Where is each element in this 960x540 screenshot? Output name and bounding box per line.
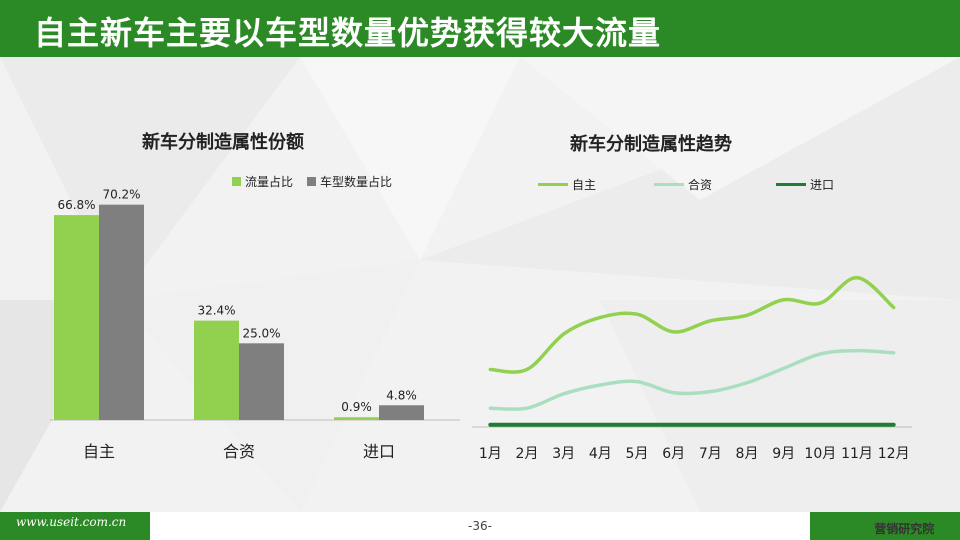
legend-label-import: 进口 [810,178,835,192]
bar-label-2-0: 0.9% [341,400,372,414]
line-x-tick-6: 7月 [699,446,722,462]
bar-label-0-0: 66.8% [57,198,95,212]
legend-label-jv: 合资 [688,178,713,192]
line-legend-jv: 合资 [654,176,712,193]
bar-label-1-0: 32.4% [197,304,235,318]
line-series-0 [488,275,896,374]
page-number: -36- [468,519,492,533]
bar-label-2-1: 4.8% [386,388,417,402]
brand-number: 360 [836,518,870,537]
bar-2-0 [334,417,379,420]
line-x-tick-1: 2月 [516,446,539,462]
line-x-tick-8: 9月 [772,446,795,462]
legend-swatch-flow [232,177,241,186]
bar-1-0 [194,320,239,420]
line-x-tick-4: 5月 [626,446,649,462]
bar-category-0: 自主 [83,442,115,461]
bar-category-1: 合资 [223,442,255,461]
line-x-tick-7: 8月 [736,446,759,462]
bar-2-1 [379,405,424,420]
line-chart-title: 新车分制造属性趋势 [570,134,732,155]
page-title: 自主新车主要以车型数量优势获得较大流量 [34,14,662,52]
title-bar [0,0,960,57]
line-x-tick-3: 4月 [589,446,612,462]
line-x-tick-9: 10月 [804,446,836,462]
bar-chart-title: 新车分制造属性份额 [142,132,304,153]
bar-label-1-1: 25.0% [242,326,280,340]
bar-1-1 [239,343,284,420]
legend-line-self [538,183,568,186]
line-x-tick-2: 3月 [552,446,575,462]
legend-line-import [776,183,806,186]
bar-0-0 [54,215,99,420]
line-legend-self: 自主 [538,176,596,193]
line-x-tick-0: 1月 [479,446,502,462]
line-series-1 [488,348,896,411]
bar-0-1 [99,204,144,420]
line-x-tick-11: 12月 [878,446,910,462]
bar-category-2: 进口 [363,442,395,461]
footer-center [150,512,810,540]
line-x-tick-5: 6月 [662,446,685,462]
legend-label-self: 自主 [572,178,597,192]
brand-text: 营销研究院 [874,522,935,536]
bar-legend: 流量占比 车型数量占比 [232,173,392,190]
bar-label-0-1: 70.2% [102,188,140,202]
legend-label-models: 车型数量占比 [320,175,393,189]
legend-swatch-models [307,177,317,186]
footer-url: www.useit.com.cn [16,515,127,529]
legend-line-jv [654,183,684,186]
line-x-tick-10: 11月 [841,446,873,462]
legend-label-flow: 流量占比 [245,175,294,189]
brand-logo: 360 营销研究院 [836,518,934,537]
line-legend-import: 进口 [776,176,834,193]
